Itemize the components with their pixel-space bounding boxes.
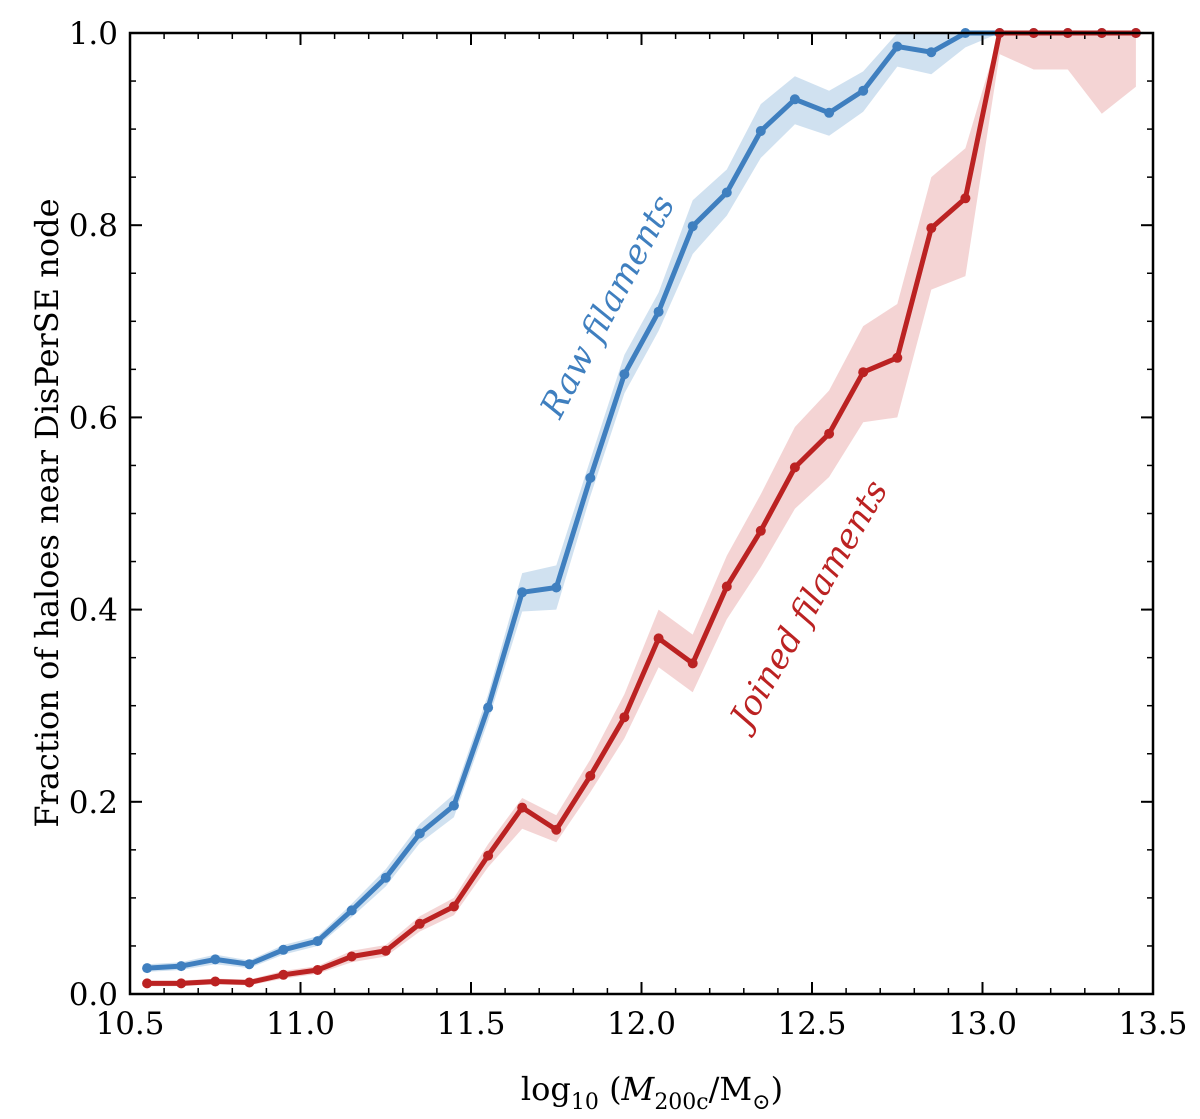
y-axis-label: Fraction of haloes near DisPerSE node [28,198,66,827]
point-raw [483,702,494,713]
point-raw [789,94,800,105]
point-raw [210,954,221,965]
series-line-joined [144,30,1139,986]
x-tick-label: 10.5 [95,1006,164,1042]
point-joined [244,977,255,988]
point-raw [312,936,323,947]
axis-ticks [129,32,1154,995]
point-joined [448,901,459,912]
x-axis-label-var: M [621,1070,656,1108]
point-joined [414,918,425,929]
point-joined [176,978,187,989]
point-joined [960,193,971,204]
x-axis-label-close: ) [771,1070,783,1108]
series-points [142,28,1141,989]
annotation-joined-filaments: Joined filaments [719,473,896,740]
point-joined [346,951,357,962]
point-raw [585,472,596,483]
y-tick-label: 0.8 [69,208,118,244]
y-tick-label: 0.6 [69,400,118,436]
point-joined [687,658,698,669]
point-joined [312,965,323,975]
point-joined [517,802,528,813]
point-raw [687,221,698,232]
tick-labels: 10.5 11.0 11.5 12.0 12.5 13.0 13.5 0.0 0.2 0.4 0.6… [69,16,1188,1042]
point-raw [619,369,630,380]
point-joined [789,462,800,473]
point-joined [210,976,221,987]
y-tick-label: 0.2 [69,785,118,821]
point-raw [551,582,562,593]
point-raw [824,107,835,118]
x-tick-label: 12.5 [777,1006,846,1042]
point-joined [653,633,664,644]
point-raw [517,587,528,598]
point-raw [858,85,869,96]
point-raw [244,959,255,970]
point-joined [926,223,937,234]
point-raw [346,905,357,916]
point-raw [721,187,732,198]
point-joined [721,581,732,592]
point-joined [278,969,289,980]
point-joined [892,352,903,363]
series-lines [144,30,1139,986]
x-tick-label: 12.0 [607,1006,676,1042]
x-axis-label-open: ( [599,1070,622,1108]
point-joined [585,770,596,781]
point-raw [380,872,391,883]
x-axis-label-log-sub: 10 [571,1090,599,1115]
point-joined [824,428,835,439]
point-raw [448,800,459,811]
point-joined [755,525,766,536]
x-axis-label-sym: ⊙ [752,1090,770,1115]
y-tick-label: 0.0 [69,977,118,1013]
point-raw [653,306,664,317]
point-raw [926,47,937,58]
point-raw [278,944,289,955]
point-joined [380,945,391,956]
y-tick-label: 0.4 [69,593,118,629]
x-axis-label-mid: /M [709,1070,753,1108]
x-tick-label: 13.0 [948,1006,1017,1042]
point-joined [619,712,630,723]
x-axis-label-var-sub: 200c [654,1090,708,1115]
x-tick-label: 13.5 [1118,1006,1187,1042]
series-line-raw [144,30,1139,971]
point-joined [483,850,494,861]
y-tick-label: 1.0 [69,16,118,52]
confidence-bands [147,33,1136,987]
point-joined [551,824,562,835]
point-raw [142,963,153,974]
x-axis-label-log: log [521,1070,571,1108]
point-raw [414,828,425,839]
band-joined [147,33,1136,987]
x-axis-label: log10 (M200c/M⊙) [521,1070,783,1115]
point-raw [892,41,903,52]
point-joined [142,978,153,989]
point-raw [755,126,766,136]
point-raw [176,961,187,972]
x-tick-label: 11.0 [266,1006,335,1042]
band-raw [147,33,1136,972]
x-tick-label: 11.5 [436,1006,505,1042]
plot-frame [128,31,1155,996]
point-joined [858,367,869,378]
